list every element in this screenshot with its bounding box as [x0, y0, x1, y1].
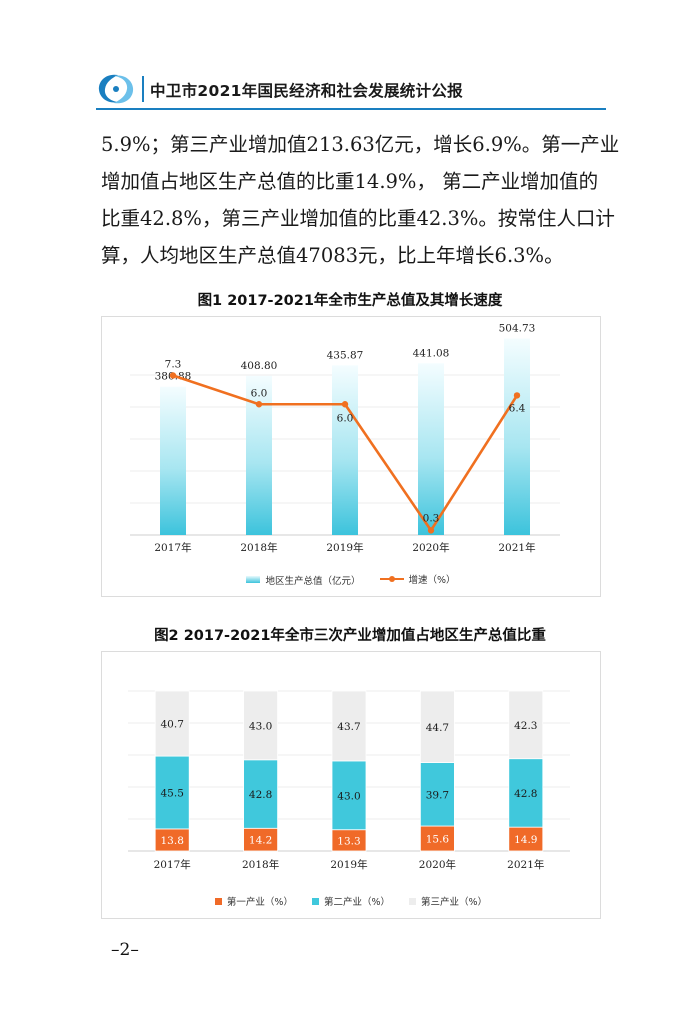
- segment-label: 13.3: [337, 835, 360, 847]
- growth-point: [341, 401, 349, 408]
- bureau-logo-icon: [98, 74, 134, 104]
- segment-label: 42.8: [514, 788, 537, 800]
- growth-label: 7.3: [165, 358, 182, 370]
- gdp-chart-svg: 380.882017年408.802018年435.872019年441.082…: [130, 323, 560, 554]
- stack-segment: [419, 690, 455, 763]
- segment-label: 15.6: [426, 834, 450, 846]
- legend-item-secondary: 第二产业（%）: [311, 894, 391, 908]
- stack-segment: [243, 759, 279, 829]
- gdp-bar-label: 441.08: [413, 347, 450, 359]
- gdp-bar-label: 435.87: [327, 349, 364, 361]
- chart-2-legend: 第一产业（%） 第二产业（%） 第三产业（%）: [102, 894, 600, 908]
- segment-label: 39.7: [426, 789, 449, 801]
- legend-label: 第二产业（%）: [323, 897, 391, 908]
- gdp-bar: [332, 365, 358, 535]
- stack-segment: [419, 825, 455, 852]
- growth-point: [427, 527, 435, 534]
- figure-1-chart: 380.882017年408.802018年435.872019年441.082…: [101, 316, 601, 597]
- legend-label: 第一产业（%）: [226, 897, 293, 908]
- x-tick-label: 2021年: [507, 858, 544, 871]
- x-tick-label: 2020年: [412, 541, 449, 554]
- segment-label: 43.0: [337, 790, 360, 802]
- gdp-bar: [418, 363, 444, 535]
- paragraph-line: 增加值占地区生产总值的比重14.9%， 第二产业增加值的: [101, 170, 599, 193]
- legend-item-primary: 第一产业（%）: [214, 894, 293, 908]
- growth-label: 0.3: [423, 512, 440, 524]
- growth-point: [169, 372, 177, 379]
- x-tick-label: 2018年: [240, 541, 277, 554]
- figure-2-title: 图2 2017-2021年全市三次产业增加值占地区生产总值比重: [154, 628, 546, 644]
- growth-point: [255, 401, 263, 408]
- paragraph-line: 算，人均地区生产总值47083元，比上年增长6.3%。: [101, 244, 564, 267]
- stack-segment: [154, 690, 190, 757]
- chart-1-legend: 地区生产总值（亿元） 增速（%）: [102, 572, 600, 587]
- x-tick-label: 2020年: [419, 858, 456, 871]
- segment-label: 45.5: [161, 788, 184, 800]
- header-rule: [96, 108, 606, 110]
- legend-swatch: [311, 897, 319, 905]
- paragraph-line: 5.9%；第三产业增加值213.63亿元，增长6.9%。第一产业: [101, 133, 620, 156]
- segment-label: 43.7: [337, 721, 360, 733]
- legend-item-growth: 增速（%）: [379, 572, 456, 586]
- legend-swatch: [409, 897, 417, 905]
- segment-label: 14.9: [514, 834, 537, 846]
- x-tick-label: 2019年: [326, 541, 363, 554]
- structure-chart-svg: 13.8 45.5 40.7 2017年 14.2 42.8 43.0 2018年 13.3 43…: [128, 690, 570, 871]
- legend-line-swatch: [379, 575, 404, 583]
- figure-1-title: 图1 2017-2021年全市生产总值及其增长速度: [197, 293, 503, 309]
- segment-label: 13.8: [161, 835, 184, 847]
- x-tick-label: 2017年: [154, 541, 191, 554]
- legend-item-gdp: 地区生产总值（亿元）: [246, 573, 360, 587]
- body-paragraph: 5.9%；第三产业增加值213.63亿元，增长6.9%。第一产业 增加值占地区生…: [101, 126, 620, 274]
- segment-label: 42.8: [249, 789, 272, 801]
- segment-label: 43.0: [249, 720, 272, 732]
- stack-segment: [508, 690, 544, 760]
- page-header: 中卫市2021年国民经济和社会发展统计公报: [96, 70, 606, 110]
- header-separator: [142, 76, 144, 102]
- legend-bar-swatch: [246, 576, 261, 583]
- gdp-bar-label: 408.80: [241, 360, 278, 372]
- legend-label: 增速（%）: [408, 575, 456, 586]
- x-tick-label: 2017年: [154, 858, 191, 871]
- segment-label: 40.7: [161, 719, 184, 731]
- legend-item-tertiary: 第三产业（%）: [409, 894, 487, 908]
- page-number: –2–: [111, 940, 139, 960]
- growth-label: 6.0: [337, 412, 354, 424]
- figure-2-chart: 13.8 45.5 40.7 2017年 14.2 42.8 43.0 2018年 13.3 43…: [101, 651, 601, 919]
- paragraph-line: 比重42.8%，第三产业增加值的比重42.3%。按常住人口计: [101, 207, 615, 230]
- header-title: 中卫市2021年国民经济和社会发展统计公报: [150, 82, 463, 100]
- growth-point: [513, 392, 521, 399]
- segment-label: 44.7: [426, 722, 449, 734]
- stack-segment: [243, 690, 279, 761]
- x-tick-label: 2019年: [330, 858, 367, 871]
- legend-label: 第三产业（%）: [421, 897, 488, 908]
- stack-segment: [419, 762, 455, 827]
- gdp-bar-label: 504.73: [499, 323, 536, 335]
- growth-label: 6.4: [509, 402, 526, 414]
- segment-label: 14.2: [249, 835, 272, 847]
- gdp-bar: [504, 338, 530, 535]
- legend-label: 地区生产总值（亿元）: [265, 575, 361, 587]
- gdp-bar: [246, 375, 272, 535]
- gdp-bar: [160, 386, 186, 535]
- segment-label: 42.3: [514, 720, 537, 732]
- growth-label: 6.0: [251, 387, 268, 399]
- x-tick-label: 2021年: [498, 541, 535, 554]
- x-tick-label: 2018年: [242, 858, 279, 871]
- stack-segment: [154, 755, 190, 830]
- stack-segment: [331, 690, 367, 762]
- stack-segment: [331, 760, 367, 831]
- legend-swatch: [214, 897, 222, 905]
